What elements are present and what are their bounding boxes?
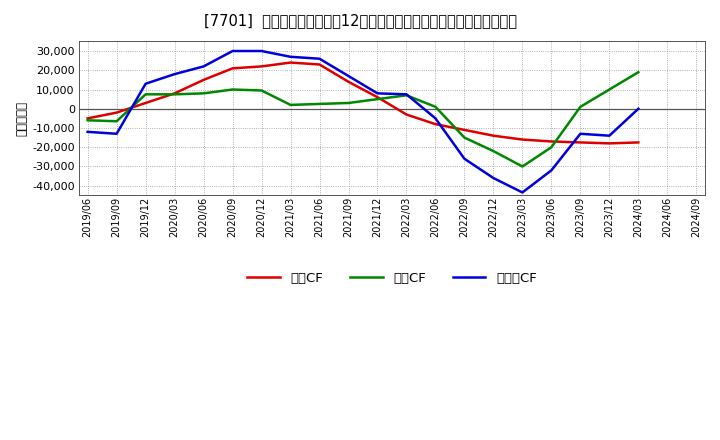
フリーCF xyxy=(171,71,179,77)
フリーCF xyxy=(489,176,498,181)
フリーCF xyxy=(315,56,324,61)
投資CF xyxy=(489,148,498,154)
営業CF xyxy=(518,137,527,142)
Line: フリーCF: フリーCF xyxy=(88,51,639,192)
投資CF xyxy=(344,100,353,106)
営業CF xyxy=(344,79,353,84)
フリーCF xyxy=(287,54,295,59)
営業CF xyxy=(112,110,121,115)
投資CF xyxy=(141,92,150,97)
投資CF xyxy=(576,104,585,110)
フリーCF xyxy=(373,91,382,96)
フリーCF xyxy=(141,81,150,86)
投資CF xyxy=(315,101,324,106)
投資CF xyxy=(112,119,121,124)
営業CF xyxy=(460,127,469,132)
投資CF xyxy=(287,102,295,107)
フリーCF xyxy=(199,64,208,69)
営業CF xyxy=(547,139,556,144)
Legend: 営業CF, 投資CF, フリーCF: 営業CF, 投資CF, フリーCF xyxy=(242,267,542,290)
営業CF xyxy=(287,60,295,65)
営業CF xyxy=(315,62,324,67)
営業CF xyxy=(199,77,208,83)
投資CF xyxy=(171,92,179,97)
投資CF xyxy=(402,93,411,98)
営業CF xyxy=(402,112,411,117)
フリーCF xyxy=(576,131,585,136)
営業CF xyxy=(84,116,92,121)
営業CF xyxy=(576,140,585,145)
投資CF xyxy=(373,96,382,102)
投資CF xyxy=(518,164,527,169)
フリーCF xyxy=(402,92,411,97)
営業CF xyxy=(605,141,613,146)
営業CF xyxy=(228,66,237,71)
投資CF xyxy=(547,145,556,150)
営業CF xyxy=(634,140,643,145)
投資CF xyxy=(605,87,613,92)
Line: 営業CF: 営業CF xyxy=(88,62,639,143)
フリーCF xyxy=(112,131,121,136)
投資CF xyxy=(257,88,266,93)
フリーCF xyxy=(634,106,643,111)
Y-axis label: （百万円）: （百万円） xyxy=(15,101,28,136)
フリーCF xyxy=(228,48,237,54)
Line: 投資CF: 投資CF xyxy=(88,72,639,166)
営業CF xyxy=(141,100,150,106)
投資CF xyxy=(431,104,440,110)
フリーCF xyxy=(605,133,613,138)
フリーCF xyxy=(344,73,353,79)
フリーCF xyxy=(431,116,440,121)
営業CF xyxy=(431,121,440,127)
投資CF xyxy=(460,135,469,140)
投資CF xyxy=(634,70,643,75)
Text: [7701]  キャッシュフローの12か月移動合計の対前年同期増減額の推移: [7701] キャッシュフローの12か月移動合計の対前年同期増減額の推移 xyxy=(204,13,516,28)
営業CF xyxy=(489,133,498,138)
営業CF xyxy=(257,64,266,69)
投資CF xyxy=(199,91,208,96)
フリーCF xyxy=(460,156,469,161)
営業CF xyxy=(171,91,179,96)
フリーCF xyxy=(547,168,556,173)
フリーCF xyxy=(518,190,527,195)
投資CF xyxy=(228,87,237,92)
フリーCF xyxy=(84,129,92,135)
営業CF xyxy=(373,95,382,100)
フリーCF xyxy=(257,48,266,54)
投資CF xyxy=(84,117,92,123)
